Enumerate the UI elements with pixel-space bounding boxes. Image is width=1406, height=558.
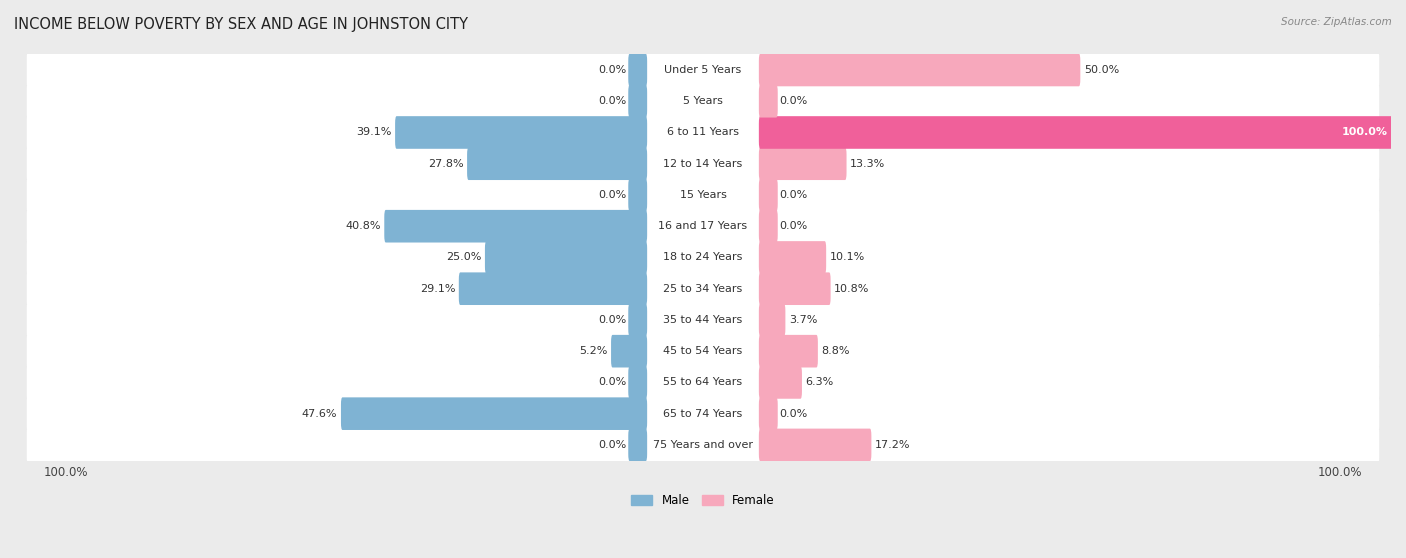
Text: 29.1%: 29.1% bbox=[420, 283, 456, 294]
Text: 15 Years: 15 Years bbox=[679, 190, 727, 200]
Text: 25.0%: 25.0% bbox=[446, 252, 481, 262]
FancyBboxPatch shape bbox=[27, 52, 1379, 88]
FancyBboxPatch shape bbox=[759, 429, 872, 461]
Text: 8.8%: 8.8% bbox=[821, 346, 851, 356]
Text: 0.0%: 0.0% bbox=[599, 440, 627, 450]
FancyBboxPatch shape bbox=[467, 147, 647, 180]
FancyBboxPatch shape bbox=[759, 335, 818, 368]
Text: 17.2%: 17.2% bbox=[875, 440, 911, 450]
Text: Under 5 Years: Under 5 Years bbox=[665, 65, 741, 75]
FancyBboxPatch shape bbox=[759, 85, 778, 118]
FancyBboxPatch shape bbox=[342, 397, 647, 430]
FancyBboxPatch shape bbox=[759, 179, 778, 211]
Text: 0.0%: 0.0% bbox=[779, 96, 807, 106]
Text: 0.0%: 0.0% bbox=[599, 96, 627, 106]
FancyBboxPatch shape bbox=[27, 146, 1379, 181]
Text: 18 to 24 Years: 18 to 24 Years bbox=[664, 252, 742, 262]
Text: 25 to 34 Years: 25 to 34 Years bbox=[664, 283, 742, 294]
FancyBboxPatch shape bbox=[628, 366, 647, 399]
Text: 27.8%: 27.8% bbox=[427, 158, 464, 169]
FancyBboxPatch shape bbox=[458, 272, 647, 305]
FancyBboxPatch shape bbox=[27, 302, 1379, 338]
Text: 40.8%: 40.8% bbox=[344, 221, 381, 231]
Text: 12 to 14 Years: 12 to 14 Years bbox=[664, 158, 742, 169]
FancyBboxPatch shape bbox=[395, 116, 647, 149]
Text: 0.0%: 0.0% bbox=[599, 377, 627, 387]
Text: 6 to 11 Years: 6 to 11 Years bbox=[666, 127, 740, 137]
FancyBboxPatch shape bbox=[759, 304, 786, 336]
Text: 3.7%: 3.7% bbox=[789, 315, 817, 325]
Text: 5.2%: 5.2% bbox=[579, 346, 607, 356]
Legend: Male, Female: Male, Female bbox=[626, 489, 780, 512]
FancyBboxPatch shape bbox=[628, 179, 647, 211]
Text: 75 Years and over: 75 Years and over bbox=[652, 440, 754, 450]
FancyBboxPatch shape bbox=[628, 304, 647, 336]
FancyBboxPatch shape bbox=[759, 210, 778, 243]
FancyBboxPatch shape bbox=[759, 272, 831, 305]
FancyBboxPatch shape bbox=[27, 365, 1379, 400]
Text: 55 to 64 Years: 55 to 64 Years bbox=[664, 377, 742, 387]
Text: Source: ZipAtlas.com: Source: ZipAtlas.com bbox=[1281, 17, 1392, 27]
FancyBboxPatch shape bbox=[628, 54, 647, 86]
Text: 10.8%: 10.8% bbox=[834, 283, 869, 294]
Text: 47.6%: 47.6% bbox=[302, 408, 337, 418]
FancyBboxPatch shape bbox=[27, 115, 1379, 150]
FancyBboxPatch shape bbox=[27, 177, 1379, 213]
Text: 39.1%: 39.1% bbox=[356, 127, 391, 137]
FancyBboxPatch shape bbox=[27, 271, 1379, 306]
FancyBboxPatch shape bbox=[759, 397, 778, 430]
FancyBboxPatch shape bbox=[27, 240, 1379, 275]
Text: 0.0%: 0.0% bbox=[599, 65, 627, 75]
FancyBboxPatch shape bbox=[612, 335, 647, 368]
Text: 16 and 17 Years: 16 and 17 Years bbox=[658, 221, 748, 231]
Text: 65 to 74 Years: 65 to 74 Years bbox=[664, 408, 742, 418]
Text: 0.0%: 0.0% bbox=[779, 190, 807, 200]
Text: 6.3%: 6.3% bbox=[806, 377, 834, 387]
Text: 5 Years: 5 Years bbox=[683, 96, 723, 106]
Text: 35 to 44 Years: 35 to 44 Years bbox=[664, 315, 742, 325]
FancyBboxPatch shape bbox=[759, 54, 1080, 86]
Text: 0.0%: 0.0% bbox=[599, 190, 627, 200]
FancyBboxPatch shape bbox=[485, 241, 647, 274]
FancyBboxPatch shape bbox=[27, 209, 1379, 244]
FancyBboxPatch shape bbox=[27, 334, 1379, 369]
FancyBboxPatch shape bbox=[27, 84, 1379, 119]
Text: 10.1%: 10.1% bbox=[830, 252, 865, 262]
Text: 0.0%: 0.0% bbox=[779, 408, 807, 418]
FancyBboxPatch shape bbox=[628, 429, 647, 461]
FancyBboxPatch shape bbox=[27, 396, 1379, 431]
FancyBboxPatch shape bbox=[384, 210, 647, 243]
FancyBboxPatch shape bbox=[759, 366, 801, 399]
Text: 0.0%: 0.0% bbox=[779, 221, 807, 231]
FancyBboxPatch shape bbox=[759, 147, 846, 180]
FancyBboxPatch shape bbox=[759, 116, 1399, 149]
FancyBboxPatch shape bbox=[27, 427, 1379, 463]
FancyBboxPatch shape bbox=[628, 85, 647, 118]
Text: 100.0%: 100.0% bbox=[1341, 127, 1388, 137]
FancyBboxPatch shape bbox=[759, 241, 827, 274]
Text: 13.3%: 13.3% bbox=[851, 158, 886, 169]
Text: INCOME BELOW POVERTY BY SEX AND AGE IN JOHNSTON CITY: INCOME BELOW POVERTY BY SEX AND AGE IN J… bbox=[14, 17, 468, 32]
Text: 45 to 54 Years: 45 to 54 Years bbox=[664, 346, 742, 356]
Text: 50.0%: 50.0% bbox=[1084, 65, 1119, 75]
Text: 0.0%: 0.0% bbox=[599, 315, 627, 325]
